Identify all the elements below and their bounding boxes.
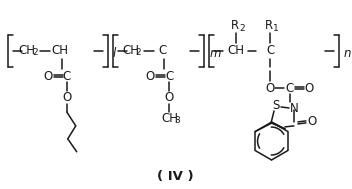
Text: n: n [344,47,351,60]
Text: O: O [146,70,155,83]
Text: O: O [307,115,316,128]
Text: CH: CH [228,44,245,57]
Text: 1: 1 [273,24,279,33]
Text: l: l [113,47,116,60]
Text: O: O [165,91,174,105]
Text: ( IV ): ( IV ) [157,170,194,183]
Text: C: C [165,70,174,83]
Text: m: m [209,47,221,60]
Text: S: S [272,99,280,112]
Text: CH: CH [122,44,139,57]
Text: 2: 2 [136,48,141,57]
Text: 3: 3 [175,116,180,125]
Text: C: C [158,44,166,57]
Text: O: O [265,81,275,94]
Text: 2: 2 [32,48,38,57]
Text: O: O [43,70,52,83]
Text: CH: CH [161,112,178,125]
Text: O: O [62,91,71,105]
Text: CH: CH [51,44,68,57]
Text: C: C [286,81,294,94]
Text: R: R [265,19,273,32]
Text: R: R [231,19,239,32]
Text: O: O [304,81,314,94]
Text: 2: 2 [239,24,245,33]
Text: N: N [290,102,298,115]
Text: CH: CH [18,44,36,57]
Text: C: C [266,44,274,57]
Text: C: C [63,70,71,83]
